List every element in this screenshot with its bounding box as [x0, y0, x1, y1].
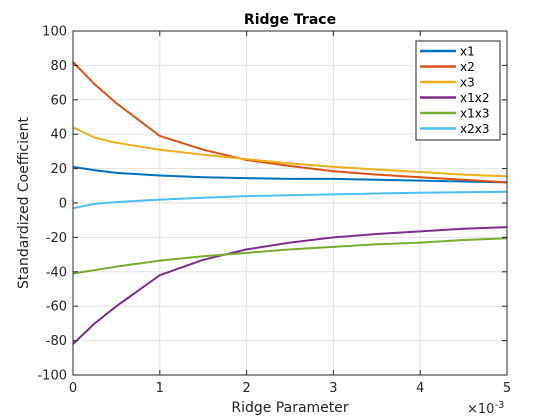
y-tick-label: -60 [46, 300, 67, 315]
axis-ticks: 0 1 2 3 4 5 -100 -80 -60 -40 -20 0 20 40 60 80 100 [37, 25, 511, 397]
legend-label-x1: x1 [460, 45, 475, 59]
y-tick-label: 60 [50, 93, 67, 108]
y-tick-label: 0 [59, 197, 67, 212]
legend-label-x1x2: x1x2 [460, 91, 489, 105]
series-lines [72, 61, 508, 345]
x-tick-label: 3 [329, 381, 337, 396]
y-tick-label: 40 [50, 128, 67, 143]
x-tick-label: 1 [156, 381, 164, 396]
series-line-x3 [72, 126, 508, 178]
x-tick-label: 5 [503, 381, 511, 396]
x-tick-label: 2 [242, 381, 250, 396]
legend-label-x1x3: x1x3 [460, 107, 489, 121]
x-axis-exponent-base: ×10 [467, 402, 494, 417]
y-tick-label: 100 [42, 25, 67, 40]
y-tick-label: -40 [46, 265, 67, 280]
series-line-x1x2 [72, 226, 508, 345]
y-tick-label: -20 [46, 231, 67, 246]
chart-title: Ridge Trace [244, 12, 336, 28]
legend-label-x3: x3 [460, 76, 475, 90]
y-tick-label: 80 [50, 59, 67, 74]
series-line-x1x3 [72, 237, 508, 275]
x-axis-exponent-power: -3 [494, 400, 504, 411]
x-axis-exponent: ×10-3 [467, 400, 504, 417]
y-tick-label: 20 [50, 162, 67, 177]
x-axis-title: Ridge Parameter [231, 400, 349, 416]
legend-label-x2: x2 [460, 60, 475, 74]
series-line-x2x3 [72, 190, 508, 210]
y-tick-label: -80 [46, 334, 67, 349]
x-tick-label: 4 [416, 381, 424, 396]
legend-box [415, 40, 501, 141]
y-tick-label: -100 [37, 369, 67, 384]
series-line-x1 [72, 165, 508, 184]
series-line-x2 [72, 61, 508, 184]
x-tick-label: 0 [69, 381, 77, 396]
legend-label-x2x3: x2x3 [460, 122, 489, 136]
y-axis-title: Standardized Coefficient [16, 117, 32, 289]
